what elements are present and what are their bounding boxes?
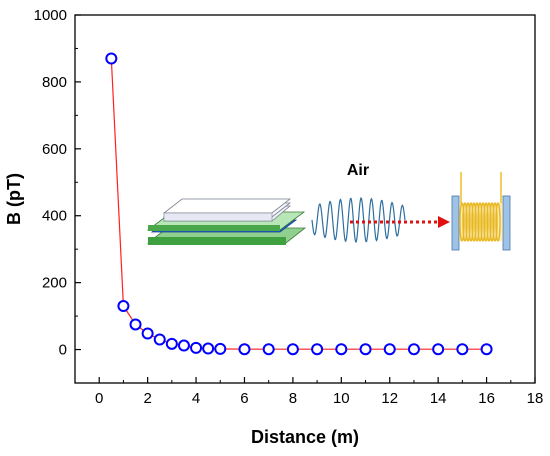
wave-illustration — [311, 196, 406, 244]
x-tick-label: 0 — [95, 390, 103, 407]
data-point — [456, 343, 469, 356]
y-axis-title: B (pT) — [4, 173, 24, 225]
data-point — [105, 52, 118, 65]
data-point — [153, 333, 166, 346]
x-tick-label: 4 — [192, 390, 200, 407]
y-tick-label: 800 — [42, 74, 67, 91]
x-tick-label: 10 — [333, 390, 350, 407]
y-tick-label: 1000 — [34, 7, 67, 24]
x-axis-title: Distance (m) — [251, 427, 359, 447]
y-tick-label: 600 — [42, 141, 67, 158]
data-point — [129, 318, 142, 331]
x-tick-label: 8 — [289, 390, 297, 407]
layered-pad-illustration — [146, 198, 307, 245]
data-point — [335, 343, 348, 356]
data-point — [262, 343, 275, 356]
x-tick-label: 6 — [240, 390, 248, 407]
y-tick-label: 200 — [42, 275, 67, 292]
data-point — [407, 343, 420, 356]
data-point — [480, 343, 493, 356]
data-point — [238, 343, 251, 356]
y-tick-label: 400 — [42, 208, 67, 225]
y-tick-label: 0 — [59, 342, 67, 359]
data-point — [359, 343, 372, 356]
propagation-arrow — [350, 216, 450, 228]
x-tick-label: 16 — [478, 390, 495, 407]
data-series — [105, 52, 493, 356]
data-point — [141, 327, 154, 340]
data-point — [432, 343, 445, 356]
x-tick-label: 2 — [143, 390, 151, 407]
x-tick-label: 14 — [430, 390, 447, 407]
x-tick-label: 18 — [527, 390, 544, 407]
series-line — [110, 58, 487, 350]
x-tick-label: 12 — [381, 390, 398, 407]
data-point — [202, 342, 215, 355]
data-point — [117, 300, 130, 313]
data-point — [383, 343, 396, 356]
air-label: Air — [347, 162, 369, 179]
axes: 0 2 4 6 8 10 12 14 16 18 0 200 400 600 800 1000 — [34, 7, 544, 407]
coil-receiver-illustration — [451, 172, 511, 251]
data-point — [165, 337, 178, 350]
data-point — [190, 341, 203, 354]
data-point — [311, 343, 324, 356]
plot-frame — [74, 14, 536, 384]
data-point — [286, 343, 299, 356]
data-point — [177, 339, 190, 352]
data-point — [214, 342, 227, 355]
